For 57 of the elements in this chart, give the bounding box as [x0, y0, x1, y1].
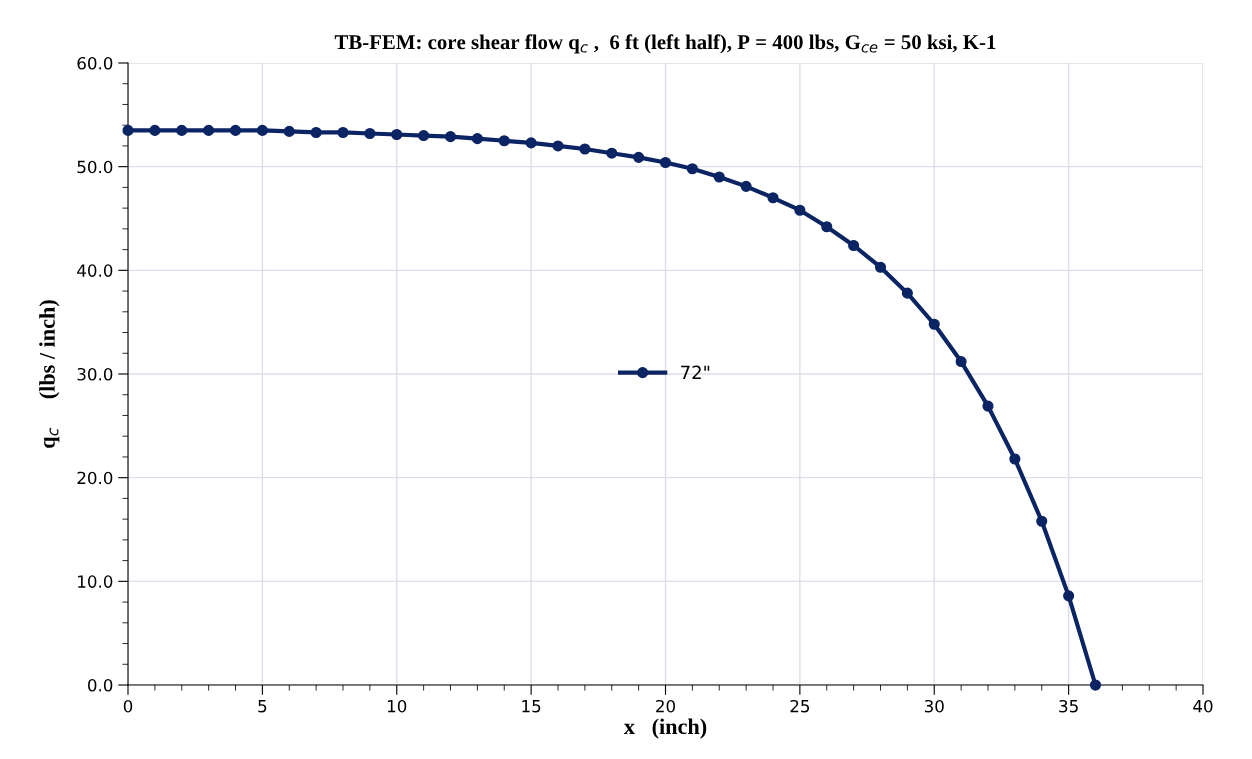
- y-tick-label: 30.0: [77, 367, 113, 381]
- legend-label: 72": [681, 365, 710, 379]
- point: [606, 147, 618, 159]
- point: [176, 124, 188, 136]
- y-tick-label: 0.0: [88, 678, 113, 692]
- point: [928, 318, 940, 330]
- x-tick-label: 15: [522, 700, 541, 713]
- point: [444, 131, 457, 143]
- y-tick-label: 10.0: [78, 575, 113, 588]
- point: [149, 124, 161, 136]
- point: [471, 133, 483, 145]
- point: [794, 204, 806, 216]
- point: [1036, 515, 1048, 527]
- point: [1009, 453, 1021, 465]
- point: [579, 143, 591, 155]
- x-axis-title: x (inch): [623, 718, 707, 739]
- point: [713, 171, 725, 183]
- point: [203, 124, 215, 136]
- point: [659, 156, 672, 169]
- x-tick-label: 40: [1193, 699, 1213, 713]
- x-tick-label: 10: [387, 699, 407, 713]
- point: [418, 130, 430, 142]
- point: [498, 135, 510, 147]
- point: [364, 127, 376, 140]
- point: [982, 400, 994, 412]
- point: [633, 151, 645, 163]
- chart-title: TB-FEM: core shear flow q$_{c}$ , 6 ft (left half), P = 400 lbs, G$_{ce}$ = 50 ksi, K-1: [334, 34, 996, 54]
- point: [901, 287, 913, 299]
- y-tick-label: 20.0: [77, 471, 113, 485]
- y-tick-label: 40.0: [77, 264, 113, 277]
- point: [955, 356, 967, 368]
- point: [391, 128, 403, 141]
- point: [525, 137, 537, 149]
- point: [1089, 679, 1102, 691]
- point: [740, 180, 752, 192]
- point: [310, 126, 322, 139]
- x-tick-label: 5: [258, 700, 267, 713]
- x-tick-label: 20: [656, 699, 675, 713]
- point: [686, 163, 698, 175]
- text: q$_{c}$ (lbs / inch): [39, 300, 60, 448]
- point: [283, 125, 295, 137]
- x-tick-label: 25: [790, 699, 810, 713]
- point: [767, 192, 779, 204]
- point: [256, 124, 268, 136]
- y-tick-label: 50.0: [77, 160, 113, 174]
- point: [229, 124, 242, 136]
- y-tick-label: 60.0: [77, 56, 113, 70]
- point: [122, 124, 134, 136]
- point: [552, 140, 564, 152]
- point: [874, 261, 887, 273]
- x-tick-label: 30: [924, 699, 944, 713]
- point: [1063, 590, 1075, 602]
- x-tick-label: 35: [1059, 699, 1078, 713]
- point: [848, 239, 860, 252]
- point: [821, 221, 833, 233]
- point: [337, 126, 349, 139]
- x-tick-label: 0: [123, 699, 133, 713]
